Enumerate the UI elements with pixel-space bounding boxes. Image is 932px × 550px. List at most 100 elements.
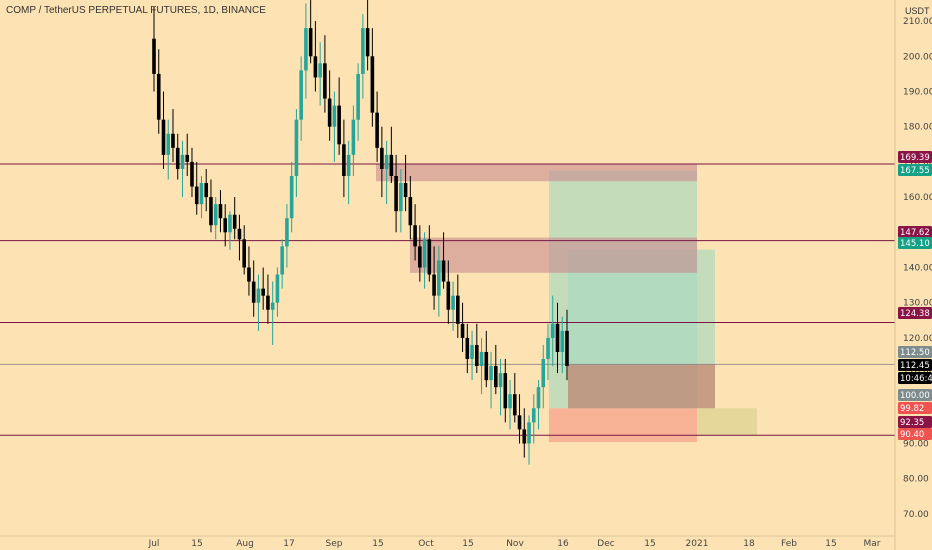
y-tick-label: 200.00	[903, 52, 932, 62]
candle-body	[408, 197, 413, 226]
candle-body	[437, 260, 441, 296]
candle-body	[327, 98, 332, 127]
supply-zone	[410, 237, 697, 273]
price-tag	[898, 402, 932, 414]
candle-body	[270, 302, 275, 310]
loss-zone	[549, 408, 697, 443]
candle-body	[512, 394, 517, 416]
candle-body	[375, 112, 379, 148]
candle-body	[380, 147, 384, 169]
price-tag	[898, 226, 932, 238]
price-tag	[898, 389, 932, 401]
price-tag-label: 99.82	[900, 404, 924, 414]
candle-body	[228, 214, 232, 233]
candle-body	[432, 274, 436, 296]
candle-body	[213, 204, 218, 226]
candle-body	[560, 330, 565, 352]
candle-body	[232, 214, 237, 229]
x-tick-label: 16	[557, 539, 569, 549]
y-tick-label: 130.00	[903, 299, 932, 309]
price-tag-label: 169.39	[900, 153, 930, 163]
x-tick-label: 15	[644, 539, 655, 549]
x-tick-label: 15	[462, 539, 473, 549]
candle-body	[550, 323, 555, 338]
loss-zone	[568, 364, 715, 409]
candle-body	[323, 63, 327, 99]
candle-body	[489, 366, 493, 381]
position-overlay	[568, 364, 715, 409]
candle-body	[209, 197, 213, 226]
candle-body	[446, 281, 451, 310]
candle-body	[536, 387, 541, 409]
candle-body	[413, 225, 417, 247]
x-tick-label: 15	[825, 539, 836, 549]
candle-body	[517, 415, 522, 430]
candle-body	[289, 175, 294, 219]
candle-body	[470, 344, 474, 360]
y-tick-label: 190.00	[903, 88, 932, 98]
y-tick-label: 120.00	[903, 334, 932, 344]
candle-body	[242, 239, 246, 268]
price-tag-label: 92.35	[900, 418, 924, 428]
candles-layer	[152, 0, 569, 465]
candle-body	[166, 133, 171, 155]
candle-body	[332, 105, 337, 127]
candle-body	[318, 63, 322, 78]
candle-body	[427, 239, 432, 275]
candle-body	[294, 119, 299, 176]
candle-body	[180, 154, 185, 169]
price-tag	[898, 416, 932, 428]
candle-body	[441, 260, 446, 282]
candle-body	[422, 239, 427, 268]
price-tag-label: 124.38	[900, 309, 930, 319]
x-tick-label: 18	[743, 539, 755, 549]
candle-body	[493, 366, 498, 388]
y-axis: 210.00200.00190.00180.00170.00160.00150.…	[894, 0, 932, 550]
y-tick-label: 180.00	[903, 123, 932, 133]
x-tick-label: Sep	[326, 539, 343, 549]
candle-body	[475, 344, 479, 367]
candle-body	[389, 154, 394, 176]
candle-body	[456, 295, 460, 324]
price-tag	[898, 307, 932, 319]
candle-body	[365, 28, 370, 57]
candle-body	[237, 228, 242, 240]
candle-body	[361, 28, 365, 74]
candle-body	[451, 295, 455, 310]
candle-body	[308, 28, 313, 57]
candle-body	[498, 373, 503, 388]
x-tick-label: Dec	[597, 539, 614, 549]
price-tag-label: 10:46:45	[900, 374, 932, 384]
y-tick-label: 160.00	[903, 193, 932, 203]
x-tick-label: Feb	[781, 539, 797, 549]
candle-body	[280, 246, 284, 275]
candle-body	[356, 73, 360, 120]
candle-body	[399, 183, 403, 212]
candle-body	[313, 56, 318, 78]
x-tick-label: Oct	[418, 539, 434, 549]
y-tick-label: 140.00	[903, 264, 932, 274]
candle-body	[479, 351, 484, 367]
candle-body	[223, 218, 228, 233]
price-tag	[898, 372, 932, 384]
price-tag-label: 145.10	[900, 239, 930, 249]
candle-body	[251, 281, 256, 303]
price-tag-label: 147.62	[900, 228, 930, 238]
price-tag	[898, 428, 932, 440]
price-tag-label: 100.00	[900, 391, 930, 401]
x-tick-label: Nov	[506, 539, 524, 549]
x-tick-label: 2021	[686, 539, 709, 549]
price-tag	[898, 151, 932, 163]
candle-body	[285, 218, 289, 247]
candle-body	[370, 56, 375, 113]
candle-body	[185, 154, 190, 162]
candle-body	[531, 408, 536, 423]
candle-body	[337, 105, 341, 145]
candle-body	[171, 133, 175, 148]
candle-body	[275, 274, 280, 303]
candle-body	[465, 337, 470, 360]
y-tick-label: 90.00	[903, 439, 929, 449]
candle-body	[304, 28, 308, 71]
price-tag	[898, 359, 932, 371]
